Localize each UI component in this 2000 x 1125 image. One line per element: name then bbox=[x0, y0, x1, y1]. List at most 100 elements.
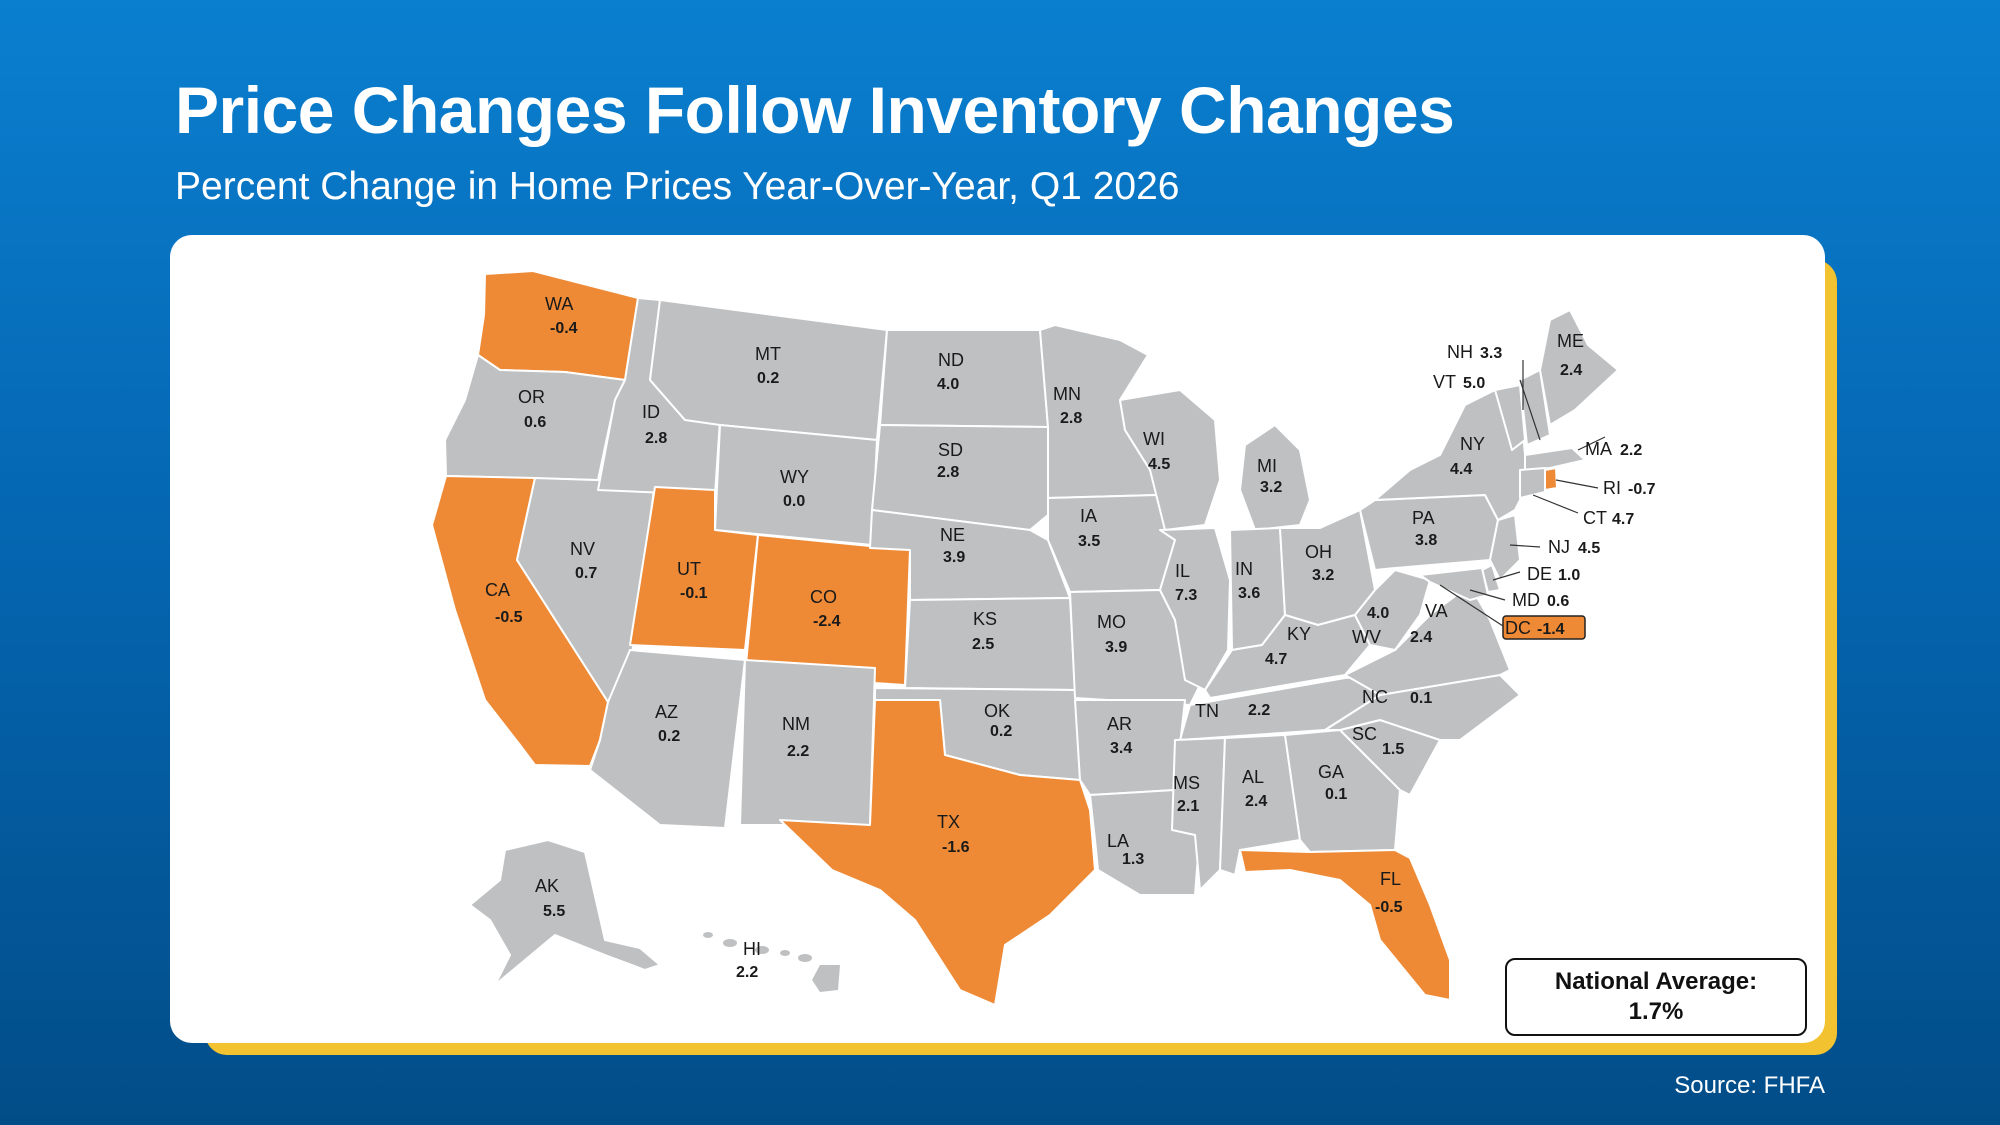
label-FL-name: FL bbox=[1380, 869, 1401, 889]
state-NJ[interactable] bbox=[1489, 514, 1521, 581]
state-ME[interactable] bbox=[1539, 309, 1619, 426]
label-AL-value: 2.4 bbox=[1245, 793, 1267, 810]
label-TX-value: -1.6 bbox=[942, 839, 970, 856]
label-AZ-name: AZ bbox=[655, 702, 678, 722]
label-UT-name: UT bbox=[677, 559, 701, 579]
label-UT-value: -0.1 bbox=[680, 585, 708, 602]
label-DE-name: DE bbox=[1527, 564, 1552, 584]
state-MI[interactable] bbox=[1239, 424, 1311, 531]
label-ID-name: ID bbox=[642, 402, 660, 422]
state-labels: WA -0.4 OR 0.6 CA -0.5 NV 0.7 ID 2.8 MT … bbox=[485, 294, 1656, 981]
label-ME-name: ME bbox=[1557, 331, 1584, 351]
state-TX[interactable] bbox=[779, 699, 1096, 1006]
label-DC-value: -1.4 bbox=[1537, 621, 1565, 638]
label-FL-value: -0.5 bbox=[1375, 899, 1403, 916]
page-title: Price Changes Follow Inventory Changes bbox=[175, 73, 1455, 147]
label-MA-value: 2.2 bbox=[1620, 442, 1642, 459]
label-AL-name: AL bbox=[1242, 767, 1264, 787]
label-VA-value: 2.4 bbox=[1410, 629, 1432, 646]
label-MN-name: MN bbox=[1053, 384, 1081, 404]
national-average-value: 1.7% bbox=[1628, 998, 1684, 1025]
label-CO-name: CO bbox=[810, 587, 837, 607]
state-VT[interactable] bbox=[1494, 384, 1526, 451]
label-TN-value: 2.2 bbox=[1248, 702, 1270, 719]
label-IN-value: 3.6 bbox=[1238, 585, 1260, 602]
label-HI-name: HI bbox=[743, 939, 761, 959]
label-SC-name: SC bbox=[1352, 724, 1377, 744]
label-LA-name: LA bbox=[1107, 831, 1129, 851]
label-MS-value: 2.1 bbox=[1177, 798, 1199, 815]
label-NH-name: NH bbox=[1447, 342, 1473, 362]
state-MD[interactable] bbox=[1419, 567, 1489, 601]
label-NE-name: NE bbox=[940, 525, 965, 545]
label-MI-name: MI bbox=[1257, 456, 1277, 476]
label-MD-name: MD bbox=[1512, 590, 1540, 610]
label-WI-name: WI bbox=[1143, 429, 1165, 449]
state-FL[interactable] bbox=[1239, 849, 1451, 1001]
label-WY-value: 0.0 bbox=[783, 493, 805, 510]
label-NV-name: NV bbox=[570, 539, 595, 559]
leader-lines bbox=[1439, 360, 1606, 627]
label-CA-value: -0.5 bbox=[495, 609, 523, 626]
label-OR-value: 0.6 bbox=[524, 414, 546, 431]
label-NJ-value: 4.5 bbox=[1578, 540, 1600, 557]
label-GA-value: 0.1 bbox=[1325, 786, 1347, 803]
label-AZ-value: 0.2 bbox=[658, 728, 680, 745]
state-shapes bbox=[431, 270, 1619, 1006]
state-AK[interactable] bbox=[469, 839, 661, 986]
label-KS-value: 2.5 bbox=[972, 636, 994, 653]
page-subtitle: Percent Change in Home Prices Year-Over-… bbox=[175, 165, 1180, 208]
state-AZ[interactable] bbox=[589, 649, 746, 829]
label-AK-name: AK bbox=[535, 876, 559, 896]
label-OK-name: OK bbox=[984, 701, 1010, 721]
label-KY-name: KY bbox=[1287, 624, 1311, 644]
state-MA[interactable] bbox=[1524, 447, 1586, 471]
label-MO-name: MO bbox=[1097, 612, 1126, 632]
label-NM-value: 2.2 bbox=[787, 743, 809, 760]
label-NM-name: NM bbox=[782, 714, 810, 734]
national-average-box: National Average: 1.7% bbox=[1505, 958, 1807, 1036]
label-RI-name: RI bbox=[1603, 478, 1621, 498]
label-ND-value: 4.0 bbox=[937, 376, 959, 393]
state-IA[interactable] bbox=[1047, 494, 1176, 593]
state-IL[interactable] bbox=[1159, 527, 1231, 691]
label-MS-name: MS bbox=[1173, 773, 1200, 793]
label-AR-value: 3.4 bbox=[1110, 740, 1132, 757]
label-SD-value: 2.8 bbox=[937, 464, 959, 481]
label-KS-name: KS bbox=[973, 609, 997, 629]
state-DC-box[interactable] bbox=[1502, 615, 1586, 640]
state-ND[interactable] bbox=[879, 329, 1049, 428]
label-WY-name: WY bbox=[780, 467, 809, 487]
label-NV-value: 0.7 bbox=[575, 565, 597, 582]
state-HI[interactable] bbox=[703, 932, 840, 992]
state-WI[interactable] bbox=[1119, 389, 1221, 531]
label-NH-value: 3.3 bbox=[1480, 345, 1502, 362]
label-MD-value: 0.6 bbox=[1547, 593, 1569, 610]
label-WV-name: WV bbox=[1352, 627, 1381, 647]
label-IN-name: IN bbox=[1235, 559, 1253, 579]
label-NJ-name: NJ bbox=[1548, 537, 1570, 557]
label-ND-name: ND bbox=[938, 350, 964, 370]
label-MA-name: MA bbox=[1585, 439, 1612, 459]
label-TN-name: TN bbox=[1195, 701, 1219, 721]
label-KY-value: 4.7 bbox=[1265, 651, 1287, 668]
label-PA-name: PA bbox=[1412, 508, 1435, 528]
label-LA-value: 1.3 bbox=[1122, 851, 1144, 868]
state-VA[interactable] bbox=[1344, 584, 1511, 696]
state-RI[interactable] bbox=[1544, 467, 1558, 491]
label-WA-value: -0.4 bbox=[550, 320, 578, 337]
state-KY[interactable] bbox=[1204, 614, 1371, 699]
label-OH-value: 3.2 bbox=[1312, 567, 1334, 584]
label-MI-value: 3.2 bbox=[1260, 479, 1282, 496]
national-average-label: National Average: bbox=[1554, 968, 1758, 995]
label-CA-name: CA bbox=[485, 580, 510, 600]
label-CT-value: 4.7 bbox=[1612, 511, 1634, 528]
label-SC-value: 1.5 bbox=[1382, 741, 1404, 758]
state-CT[interactable] bbox=[1519, 467, 1546, 499]
state-SD[interactable] bbox=[871, 424, 1049, 531]
state-WV[interactable] bbox=[1354, 569, 1431, 651]
label-SD-name: SD bbox=[938, 440, 963, 460]
label-NE-value: 3.9 bbox=[943, 549, 965, 566]
label-OR-name: OR bbox=[518, 387, 545, 407]
label-WV-value: 4.0 bbox=[1367, 605, 1389, 622]
